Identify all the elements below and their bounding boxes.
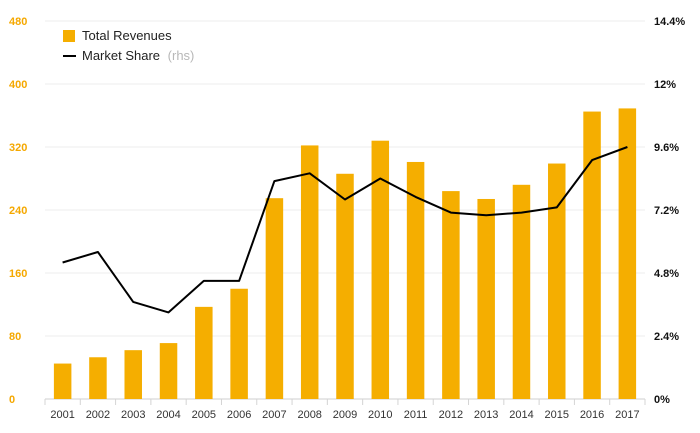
- gridlines: [44, 20, 646, 405]
- x-tick-label: 2017: [615, 409, 639, 421]
- legend-label-total-revenues: Total Revenues: [82, 28, 172, 43]
- left-tick-label: 80: [9, 331, 21, 343]
- x-axis-ticks: 2001 2002 2003 2004 2005 2006 2007 2008 2009 2010…: [50, 409, 639, 421]
- bar-2012: [442, 191, 460, 399]
- left-axis-ticks: 0 80 160 240 320 400 480: [9, 16, 27, 406]
- right-tick-label: 9.6%: [654, 142, 679, 154]
- bar-2007: [265, 198, 284, 399]
- left-tick-label: 0: [9, 394, 15, 406]
- x-tick-label: 2009: [333, 409, 357, 421]
- right-tick-label: 14.4%: [654, 16, 685, 28]
- right-tick-label: 0%: [654, 394, 670, 406]
- bar-2001: [53, 363, 72, 399]
- bar-2013: [477, 198, 495, 399]
- x-tick-label: 2016: [580, 409, 604, 421]
- bar-2004: [159, 343, 178, 399]
- right-tick-label: 7.2%: [654, 205, 679, 217]
- x-tick-label: 2003: [121, 409, 145, 421]
- x-tick-label: 2012: [439, 409, 463, 421]
- x-tick-label: 2015: [545, 409, 569, 421]
- bar-2002: [89, 357, 107, 399]
- x-tick-label: 2014: [509, 409, 533, 421]
- right-tick-label: 4.8%: [654, 268, 679, 280]
- x-tick-label: 2006: [227, 409, 251, 421]
- x-tick-label: 2010: [368, 409, 392, 421]
- x-tick-label: 2004: [156, 409, 180, 421]
- market-share-line: [62, 146, 628, 314]
- left-tick-label: 240: [9, 205, 27, 217]
- bar-2016: [583, 111, 601, 399]
- left-tick-label: 160: [9, 268, 27, 280]
- right-tick-label: 2.4%: [654, 331, 679, 343]
- x-tick-label: 2007: [262, 409, 286, 421]
- x-tick-label: 2001: [50, 409, 74, 421]
- bar-2003: [124, 350, 142, 399]
- bar-2009: [336, 173, 354, 399]
- bar-2014: [512, 184, 531, 399]
- left-tick-label: 320: [9, 142, 27, 154]
- left-tick-label: 480: [9, 16, 27, 28]
- bar-2011: [406, 161, 425, 399]
- x-tick-label: 2011: [404, 409, 428, 421]
- x-tick-label: 2008: [297, 409, 321, 421]
- legend-swatch-total-revenues: [63, 30, 75, 42]
- legend: Total Revenues Market Share (rhs): [63, 28, 194, 63]
- bar-2017: [618, 108, 637, 399]
- revenue-bars: [53, 108, 637, 399]
- right-tick-label: 12%: [654, 79, 676, 91]
- bar-2010: [371, 140, 390, 399]
- x-tick-label: 2013: [474, 409, 498, 421]
- x-tick-label: 2002: [86, 409, 110, 421]
- bar-2015: [548, 163, 566, 399]
- left-tick-label: 400: [9, 79, 27, 91]
- right-axis-ticks: 0% 2.4% 4.8% 7.2% 9.6% 12% 14.4%: [654, 16, 685, 406]
- legend-label-market-share: Market Share (rhs): [82, 48, 194, 63]
- bar-2008: [300, 145, 319, 399]
- bar-2006: [230, 288, 248, 399]
- x-tick-label: 2005: [192, 409, 216, 421]
- bar-2005: [195, 306, 213, 399]
